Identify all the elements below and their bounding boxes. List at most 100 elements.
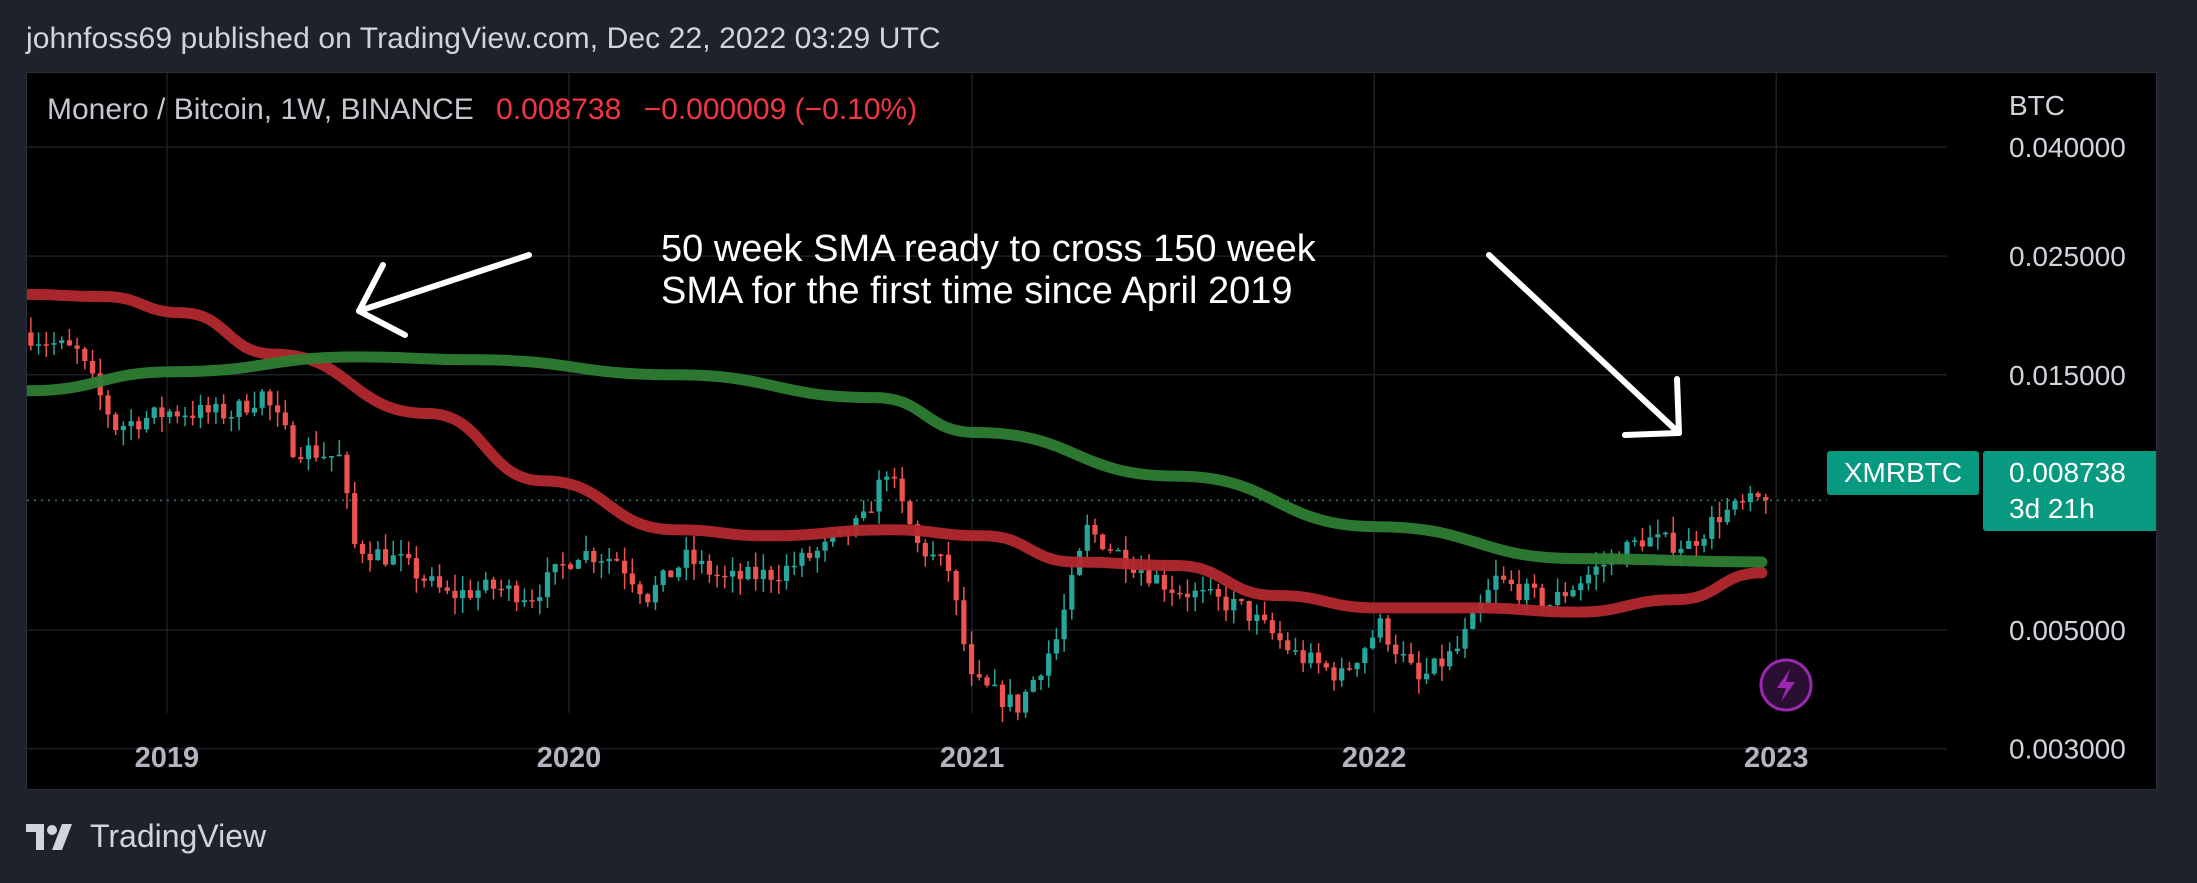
candle-body xyxy=(1022,691,1029,713)
candle-body xyxy=(598,561,605,563)
candle-body xyxy=(1369,637,1376,649)
candle-body xyxy=(1501,575,1507,580)
candle-body xyxy=(429,576,435,581)
candle-body xyxy=(344,454,350,494)
candle-body xyxy=(968,644,975,675)
candle-body xyxy=(483,579,489,591)
candle-body xyxy=(1655,534,1661,538)
candle-body xyxy=(197,404,204,418)
candlestick-chart[interactable]: BTC 0.040000 0.025000 0.015000 0.005000 0.00… xyxy=(27,73,2157,790)
candle-body xyxy=(1339,668,1345,681)
candle-body xyxy=(652,585,659,603)
candle-body xyxy=(1462,628,1468,649)
candle-body xyxy=(529,600,535,602)
candle-body xyxy=(807,552,813,558)
candle-body xyxy=(753,566,759,580)
candle-body xyxy=(706,560,713,575)
y-tick-label: 0.025000 xyxy=(2009,241,2126,272)
candle-body xyxy=(668,570,674,578)
y-tick-label: 0.005000 xyxy=(2009,615,2126,646)
candle-body xyxy=(1046,653,1052,676)
right-arrow-head-horizontal[interactable] xyxy=(1622,430,1682,438)
left-arrow-head-upper[interactable] xyxy=(356,262,386,314)
candle-body xyxy=(74,345,80,349)
left-arrow-head-lower[interactable] xyxy=(356,308,408,338)
legend-change: −0.000009 (−0.10%) xyxy=(643,93,918,126)
candle-body xyxy=(444,587,450,591)
flash-icon[interactable] xyxy=(1759,658,1813,712)
right-arrow-head-vertical[interactable] xyxy=(1674,376,1682,436)
candle-body xyxy=(699,560,705,565)
candle-body xyxy=(907,501,913,525)
price-tag[interactable]: XMRBTC 0.008738 3d 21h xyxy=(1827,451,2157,531)
candle-body xyxy=(1269,620,1275,634)
candle-body xyxy=(1030,679,1036,692)
candle-body xyxy=(328,456,335,458)
candle-body xyxy=(1693,540,1699,546)
candle-body xyxy=(1300,650,1306,664)
candle-body xyxy=(1585,574,1592,584)
candle-body xyxy=(1261,614,1268,621)
candle-body xyxy=(452,590,458,599)
candle-body xyxy=(298,457,304,460)
candle-body xyxy=(1555,592,1561,606)
publication-header: johnfoss69 published on TradingView.com,… xyxy=(26,22,941,55)
candle-body xyxy=(398,554,404,556)
candle-body xyxy=(1678,548,1684,553)
candle-body xyxy=(1601,564,1607,567)
candle-body xyxy=(82,348,88,362)
candle-body xyxy=(537,597,543,602)
left-arrow-shaft[interactable] xyxy=(356,252,532,314)
chart-frame[interactable]: BTC 0.040000 0.025000 0.015000 0.005000 0.00… xyxy=(26,72,2157,790)
candle-body xyxy=(799,552,805,566)
candle-body xyxy=(1084,524,1090,551)
x-tick-label: 2021 xyxy=(940,742,1005,774)
candle-body xyxy=(143,417,150,430)
candle-body xyxy=(1107,549,1113,551)
candle-body xyxy=(683,549,689,568)
candle-body xyxy=(791,565,797,568)
candle-body xyxy=(1701,538,1707,546)
candle-body xyxy=(1416,662,1422,680)
candle-body xyxy=(205,404,211,413)
sma-150-line[interactable] xyxy=(27,351,1768,568)
candle-body xyxy=(1423,673,1430,680)
sma-50-line[interactable] xyxy=(27,288,1768,618)
candles xyxy=(28,317,1769,723)
candle-body xyxy=(1130,568,1137,573)
candle-body xyxy=(375,549,381,561)
chart-annotation[interactable]: 50 week SMA ready to cross 150 week SMA … xyxy=(661,228,1421,312)
legend-price: 0.008738 xyxy=(496,93,622,126)
candle-body xyxy=(1277,633,1283,641)
candle-body xyxy=(1632,540,1638,542)
candle-body xyxy=(498,588,504,591)
candle-body xyxy=(776,579,782,582)
candle-body xyxy=(1524,583,1530,601)
candle-body xyxy=(1593,566,1599,575)
annotation-line-2: SMA for the first time since April 2019 xyxy=(661,270,1293,312)
candle-body xyxy=(221,403,227,419)
candle-body xyxy=(1308,652,1314,664)
candle-body xyxy=(105,395,111,415)
candle-body xyxy=(1740,501,1746,503)
candle-body xyxy=(1246,600,1252,621)
candle-body xyxy=(1138,570,1144,573)
candle-body xyxy=(1578,583,1584,591)
candle-body xyxy=(259,391,265,408)
candle-body xyxy=(159,407,165,418)
candle-body xyxy=(745,566,751,580)
candle-body xyxy=(1408,653,1414,663)
candle-body xyxy=(1346,668,1353,670)
candle-body xyxy=(722,575,728,578)
legend-symbol: Monero / Bitcoin, 1W, BINANCE xyxy=(47,93,474,126)
candle-body xyxy=(1331,667,1337,681)
candle-body xyxy=(151,407,157,418)
arrow-drawings[interactable] xyxy=(356,252,1682,438)
candle-body xyxy=(1200,589,1206,592)
candle-body xyxy=(1639,540,1646,547)
candle-body xyxy=(868,511,874,513)
candle-body xyxy=(120,425,126,431)
candle-body xyxy=(1393,644,1399,655)
right-arrow-shaft[interactable] xyxy=(1486,252,1682,436)
candle-body xyxy=(637,584,643,595)
